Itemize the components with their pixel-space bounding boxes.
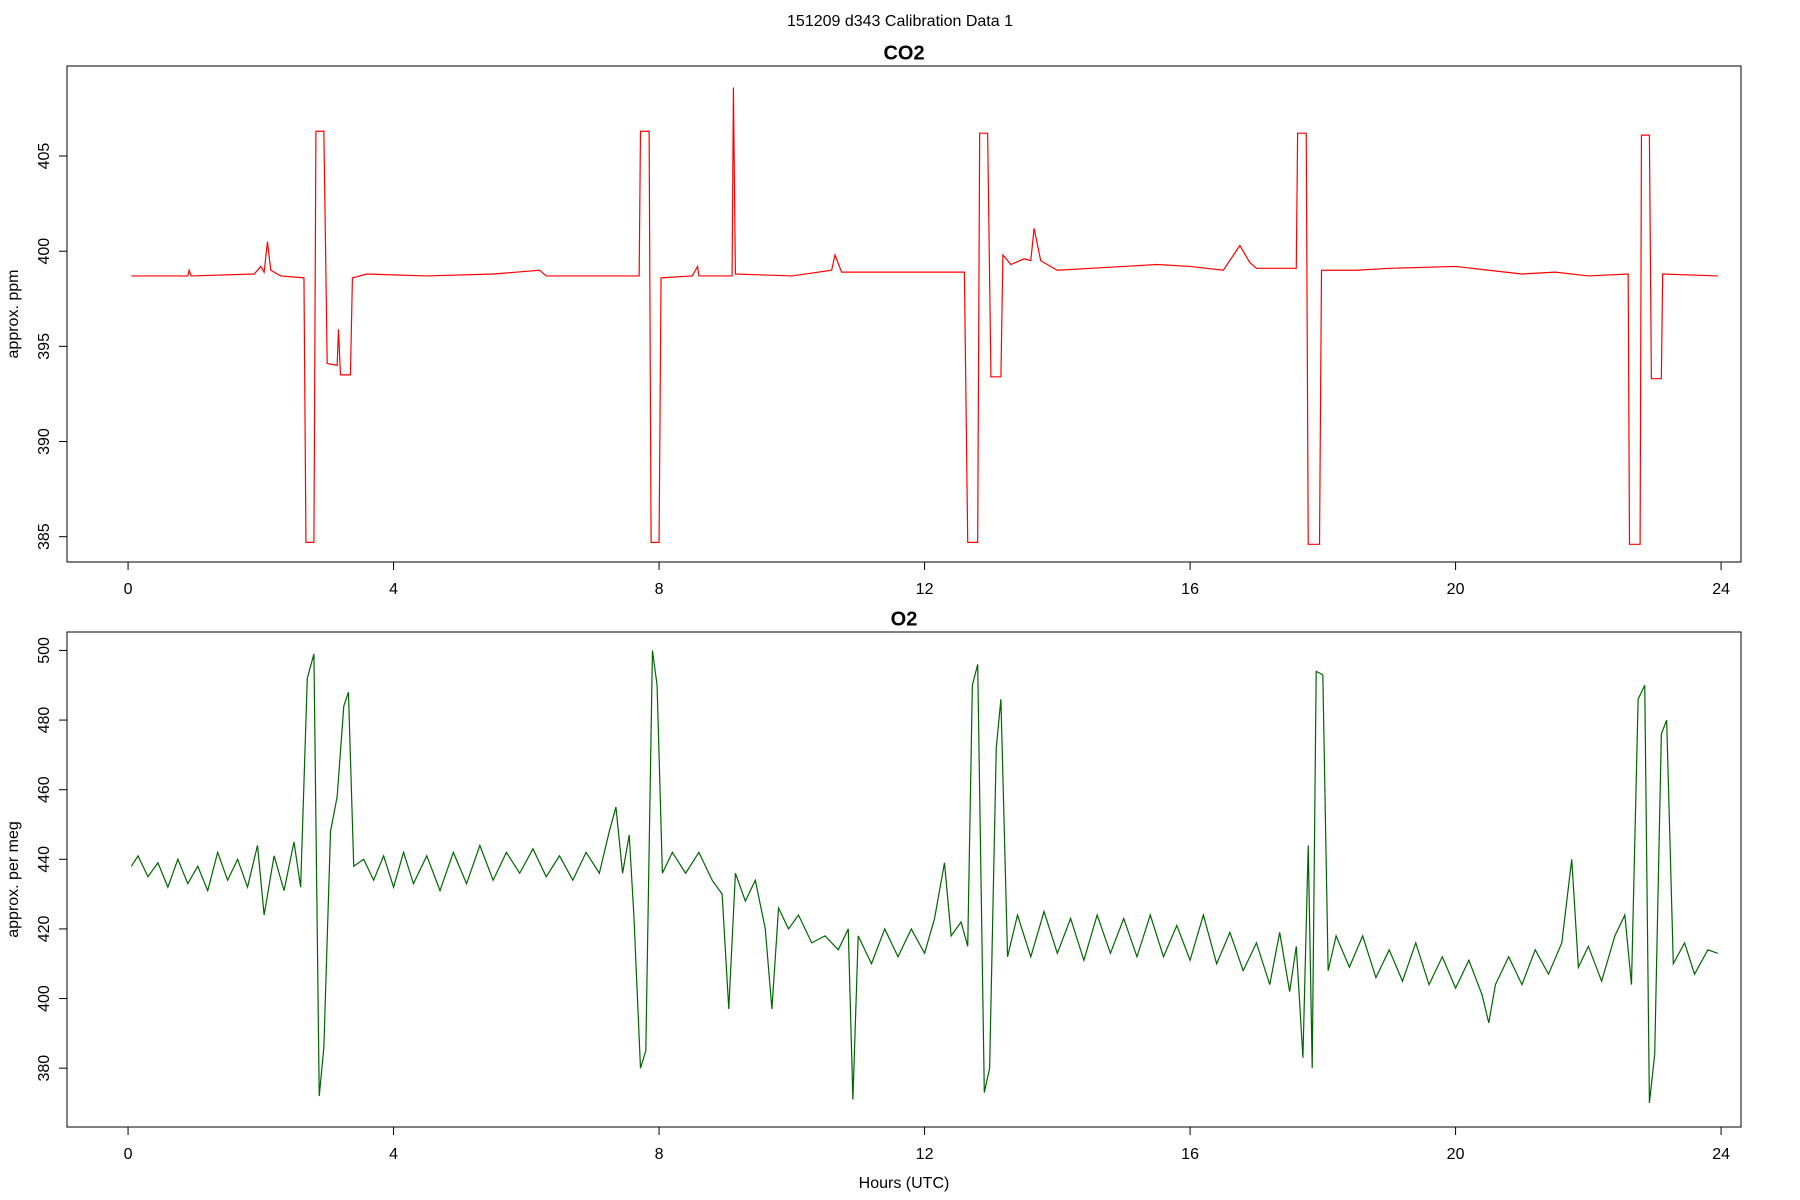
y-tick-label: 380 — [36, 1055, 53, 1082]
y-axis-label: approx. per meg — [5, 821, 22, 938]
y-tick-label: 405 — [36, 143, 53, 170]
x-tick-label: 0 — [124, 1146, 133, 1163]
x-tick-label: 12 — [916, 1146, 934, 1163]
y-tick-label: 390 — [36, 428, 53, 455]
y-tick-label: 420 — [36, 915, 53, 942]
data-line — [131, 87, 1718, 545]
x-tick-label: 20 — [1447, 1146, 1465, 1163]
y-tick-label: 395 — [36, 333, 53, 360]
plot-frame — [66, 65, 1742, 563]
x-tick-label: 8 — [655, 581, 664, 598]
page-title: 151209 d343 Calibration Data 1 — [787, 13, 1013, 30]
x-tick-label: 24 — [1712, 581, 1730, 598]
x-tick-label: 16 — [1181, 1146, 1199, 1163]
y-tick-label: 460 — [36, 776, 53, 803]
x-axis-label: Hours (UTC) — [859, 1175, 950, 1192]
x-tick-label: 0 — [124, 581, 133, 598]
x-tick-label: 4 — [389, 1146, 398, 1163]
plot-frame — [66, 631, 1742, 1128]
x-tick-label: 20 — [1447, 581, 1465, 598]
y-tick-label: 480 — [36, 707, 53, 734]
panel-title: O2 — [891, 608, 918, 630]
x-tick-label: 8 — [655, 1146, 664, 1163]
x-tick-label: 16 — [1181, 581, 1199, 598]
y-tick-label: 400 — [36, 985, 53, 1012]
y-tick-label: 500 — [36, 637, 53, 664]
y-tick-label: 400 — [36, 238, 53, 265]
panel-title: CO2 — [883, 42, 924, 64]
x-tick-label: 24 — [1712, 1146, 1730, 1163]
y-axis-label: approx. ppm — [5, 270, 22, 359]
x-tick-label: 12 — [916, 581, 934, 598]
y-tick-label: 440 — [36, 846, 53, 873]
x-tick-label: 4 — [389, 581, 398, 598]
data-line — [130, 650, 1718, 1104]
y-tick-label: 385 — [36, 523, 53, 550]
